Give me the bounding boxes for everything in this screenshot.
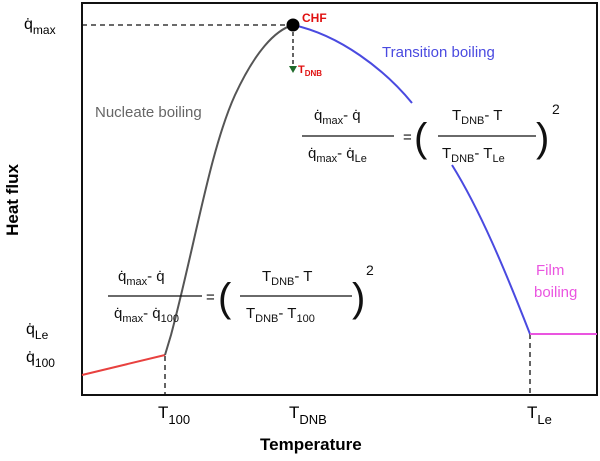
transition-eq-exponent: 2	[552, 101, 560, 117]
transition-eq-left-denominator: q̇max- q̇Le	[308, 145, 367, 165]
nucleate-equation: q̇max- q̇ q̇max- q̇100 = ( ) TDNB- T TDN…	[108, 262, 374, 325]
film-boiling-label-line1: Film	[536, 262, 564, 279]
nucleate-eq-equals: =	[206, 289, 215, 306]
x-tick-tdnb: TDNB	[289, 403, 327, 427]
nucleate-eq-left-numerator: q̇max- q̇	[118, 268, 165, 288]
film-boiling-label-line2: boiling	[534, 284, 577, 301]
plot-frame	[81, 2, 598, 396]
nucleate-eq-right-numerator: TDNB- T	[262, 268, 312, 288]
chf-point	[286, 18, 300, 32]
tdnb-marker-label: TDNB	[298, 64, 322, 78]
natural-convection-segment	[81, 354, 166, 376]
transition-eq-right-paren: )	[536, 116, 549, 160]
nucleate-eq-left-paren: (	[218, 276, 232, 320]
y-tick-qle: q̇Le	[26, 321, 49, 342]
y-tick-qmax: q̇max	[24, 16, 56, 37]
transition-boiling-curve	[292, 24, 531, 335]
nucleate-boiling-label: Nucleate boiling	[95, 104, 202, 121]
chf-label: CHF	[302, 11, 327, 25]
transition-equation: q̇max- q̇ q̇max- q̇Le = ( ) TDNB- T TDNB…	[302, 101, 560, 165]
nucleate-eq-right-denominator: TDNB- T100	[246, 305, 315, 325]
transition-eq-right-denominator: TDNB- TLe	[442, 145, 505, 165]
nucleate-eq-exponent: 2	[366, 262, 374, 278]
y-axis-title: Heat flux	[3, 164, 22, 236]
transition-eq-right-numerator: TDNB- T	[452, 107, 502, 127]
x-axis-title: Temperature	[260, 435, 362, 454]
y-tick-q100: q̇100	[26, 349, 55, 370]
transition-eq-left-numerator: q̇max- q̇	[314, 107, 361, 127]
transition-boiling-label: Transition boiling	[382, 44, 495, 61]
dnb-arrow-head	[289, 66, 297, 73]
transition-eq-equals: =	[403, 129, 412, 146]
x-tick-t100: T100	[158, 403, 190, 427]
nucleate-eq-right-paren: )	[352, 276, 365, 320]
x-tick-tle: TLe	[527, 403, 552, 427]
nucleate-eq-left-denominator: q̇max- q̇100	[114, 305, 179, 325]
transition-eq-left-paren: (	[414, 116, 428, 160]
nucleate-boiling-curve	[164, 24, 294, 356]
